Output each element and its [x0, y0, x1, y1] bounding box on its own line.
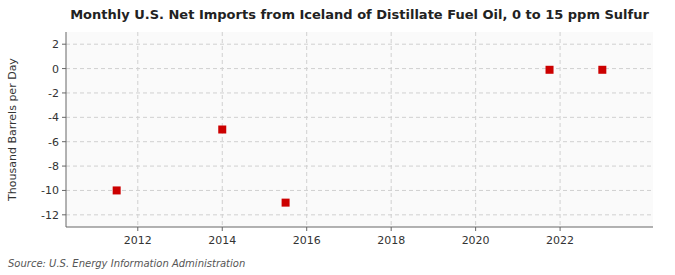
x-grid-line: [137, 32, 138, 227]
y-tick-label: -12: [41, 209, 59, 222]
y-tick-label: -8: [48, 160, 59, 173]
y-tick-label: -4: [48, 111, 59, 124]
x-tick-label: 2014: [208, 234, 236, 247]
x-tick-label: 2018: [377, 234, 405, 247]
chart: 2012 2014 2016 2018 2020 2022 2 0 -2 -4 -6 -8 -10 -12…: [0, 0, 675, 275]
y-tick: [62, 214, 66, 215]
y-tick: [62, 190, 66, 191]
y-grid-line: [66, 190, 653, 191]
y-tick: [62, 92, 66, 93]
x-tick: [137, 227, 138, 231]
y-tick-label: 0: [52, 63, 59, 76]
x-tick-label: 2020: [462, 234, 490, 247]
x-tick: [560, 227, 561, 231]
x-axis-line: [66, 227, 653, 228]
x-grid-line: [475, 32, 476, 227]
chart-container: 2012 2014 2016 2018 2020 2022 2 0 -2 -4 -6 -8 -10 -12…: [0, 0, 675, 275]
y-tick: [62, 68, 66, 69]
x-grid-line: [391, 32, 392, 227]
y-tick-label: 2: [52, 38, 59, 51]
y-tick-label: -6: [48, 136, 59, 149]
y-grid-line: [66, 92, 653, 93]
y-axis-line: [66, 32, 67, 227]
x-tick-label: 2022: [546, 234, 574, 247]
grid: [66, 32, 653, 227]
point: [113, 186, 121, 194]
source-note: Source: U.S. Energy Information Administ…: [8, 258, 245, 269]
y-tick: [62, 44, 66, 45]
x-tick-label: 2016: [293, 234, 321, 247]
plot-background: [66, 32, 653, 227]
point: [218, 126, 226, 134]
y-axis-label: Thousand Barrels per Day: [6, 58, 19, 202]
point: [598, 66, 606, 74]
x-grid-line: [560, 32, 561, 227]
points: [113, 66, 607, 207]
y-grid-line: [66, 44, 653, 45]
x-grid-line: [306, 32, 307, 227]
y-grid-line: [66, 117, 653, 118]
y-grid-line: [66, 141, 653, 142]
y-tick: [62, 141, 66, 142]
y-tick-label: -10: [41, 184, 59, 197]
y-tick: [62, 166, 66, 167]
y-tick-label: -2: [48, 87, 59, 100]
axes: 2012 2014 2016 2018 2020 2022 2 0 -2 -4 -6 -8 -10 -12: [41, 32, 653, 247]
x-tick: [222, 227, 223, 231]
y-grid-line: [66, 166, 653, 167]
point: [546, 66, 554, 74]
y-grid-line: [66, 214, 653, 215]
point: [282, 199, 290, 207]
y-tick: [62, 117, 66, 118]
x-tick: [391, 227, 392, 231]
x-tick: [475, 227, 476, 231]
x-tick-label: 2012: [124, 234, 152, 247]
x-tick: [306, 227, 307, 231]
title: Monthly U.S. Net Imports from Iceland of…: [70, 7, 649, 22]
y-grid-line: [66, 68, 653, 69]
